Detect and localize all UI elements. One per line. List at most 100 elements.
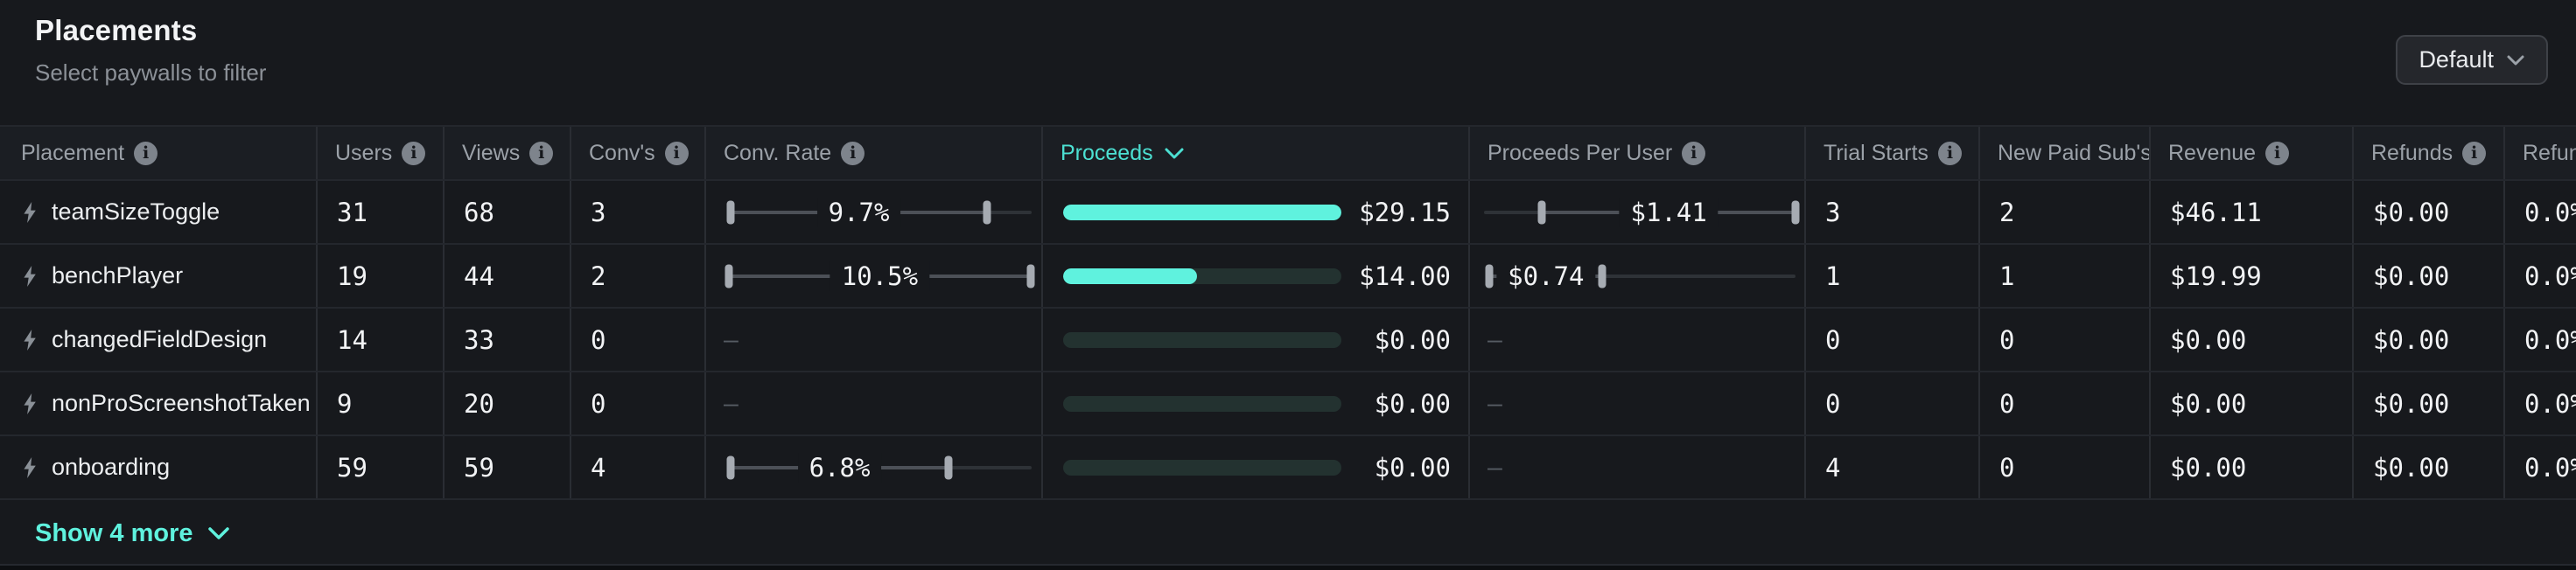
column-header-proceeds[interactable]: Proceeds bbox=[1043, 127, 1470, 179]
chevron-down-icon bbox=[2506, 54, 2525, 66]
refund-rate-value: 0.0% bbox=[2524, 261, 2576, 291]
empty-value-dash: – bbox=[724, 389, 738, 418]
column-header-users[interactable]: Users i bbox=[318, 127, 444, 179]
conv-rate-range-slider: 10.5% bbox=[720, 245, 1041, 307]
cell-new-paid-subs: 1 bbox=[1980, 245, 2151, 307]
revenue-value: $19.99 bbox=[2170, 261, 2262, 291]
cell-trial-starts: 3 bbox=[1806, 181, 1980, 243]
column-header-label: Conv's bbox=[589, 140, 655, 165]
info-icon[interactable]: i bbox=[2462, 141, 2487, 165]
convs-value: 0 bbox=[591, 324, 606, 355]
cell-new-paid-subs: 0 bbox=[1980, 309, 2151, 371]
views-value: 44 bbox=[464, 261, 494, 291]
conv-rate-range-slider-handle bbox=[726, 455, 735, 479]
new-paid-subs-value: 1 bbox=[1999, 261, 2015, 291]
cell-new-paid-subs: 0 bbox=[1980, 436, 2151, 498]
cell-proceeds-per-user: $0.74 bbox=[1470, 245, 1806, 307]
cell-trial-starts: 1 bbox=[1806, 245, 1980, 307]
refunds-value: $0.00 bbox=[2373, 261, 2450, 291]
conv-rate-range-slider-handle bbox=[983, 200, 991, 224]
column-header-label: Trial Starts bbox=[1824, 140, 1928, 165]
cell-trial-starts: 4 bbox=[1806, 436, 1980, 498]
trial-starts-value: 3 bbox=[1825, 197, 1841, 227]
placement-name: benchPlayer bbox=[52, 262, 184, 288]
convs-value: 3 bbox=[591, 197, 606, 227]
views-value: 68 bbox=[464, 197, 494, 227]
info-icon[interactable]: i bbox=[134, 141, 158, 165]
table-row[interactable]: nonProScreenshotTaken 9 20 0 – $0.00 – 0 0 $0.00 $… bbox=[0, 372, 2576, 436]
column-header-new-paid-sub-s[interactable]: New Paid Sub'si bbox=[1980, 127, 2151, 179]
column-header-label: Refund Rate bbox=[2523, 140, 2576, 165]
column-header-conv-s[interactable]: Conv's i bbox=[571, 127, 706, 179]
proceeds-bar-track bbox=[1063, 459, 1341, 476]
refunds-value: $0.00 bbox=[2373, 324, 2450, 355]
conv-rate-range-slider: 6.8% bbox=[720, 436, 1041, 498]
users-value: 9 bbox=[337, 388, 353, 419]
conv-rate-range-slider-value: 10.5% bbox=[830, 261, 930, 291]
cell-views: 68 bbox=[444, 181, 571, 243]
trial-starts-value: 4 bbox=[1825, 452, 1841, 483]
trial-starts-value: 0 bbox=[1825, 324, 1841, 355]
info-icon[interactable]: i bbox=[2265, 141, 2290, 165]
column-header-revenue[interactable]: Revenue i bbox=[2151, 127, 2354, 179]
cell-placement: onboarding bbox=[0, 436, 318, 498]
info-icon[interactable]: i bbox=[841, 141, 865, 165]
cell-convs: 3 bbox=[571, 181, 706, 243]
revenue-value: $0.00 bbox=[2170, 388, 2247, 419]
new-paid-subs-value: 0 bbox=[1999, 324, 2015, 355]
cell-proceeds-per-user: – bbox=[1470, 436, 1806, 498]
table-row[interactable]: teamSizeToggle 31 68 3 9.7% $29.15 $1.41 3 2 $46.… bbox=[0, 181, 2576, 245]
column-header-refunds[interactable]: Refunds i bbox=[2354, 127, 2505, 179]
column-header-conv-rate[interactable]: Conv. Rate i bbox=[706, 127, 1043, 179]
proceeds-per-user-range-slider-value: $1.41 bbox=[1619, 197, 1718, 227]
table-row[interactable]: changedFieldDesign 14 33 0 – $0.00 – 0 0 $0.00 $0.… bbox=[0, 309, 2576, 372]
column-header-label: Revenue bbox=[2168, 140, 2257, 165]
cell-refund-rate: 0.0% bbox=[2505, 436, 2576, 498]
proceeds-value: $0.00 bbox=[1374, 324, 1451, 355]
preset-dropdown-button[interactable]: Default bbox=[2396, 35, 2548, 85]
info-icon[interactable]: i bbox=[402, 141, 426, 165]
refund-rate-value: 0.0% bbox=[2524, 324, 2576, 355]
column-header-placement[interactable]: Placement i bbox=[0, 127, 318, 179]
info-icon[interactable]: i bbox=[1937, 141, 1962, 165]
table-row[interactable]: benchPlayer 19 44 2 10.5% $14.00 $0.74 1 1 $19.99… bbox=[0, 245, 2576, 309]
proceeds-bar-fill bbox=[1063, 204, 1341, 220]
revenue-value: $0.00 bbox=[2170, 452, 2247, 483]
conv-rate-range-slider-handle bbox=[944, 455, 953, 479]
proceeds-value: $14.00 bbox=[1359, 261, 1451, 291]
column-header-label: New Paid Sub's bbox=[1998, 140, 2151, 165]
placement-name: nonProScreenshotTaken bbox=[52, 390, 311, 416]
show-more-button[interactable]: Show 4 more bbox=[35, 516, 230, 551]
cell-proceeds-per-user: – bbox=[1470, 309, 1806, 371]
cell-convs: 0 bbox=[571, 309, 706, 371]
cell-revenue: $0.00 bbox=[2151, 372, 2354, 434]
placement-name: teamSizeToggle bbox=[52, 198, 220, 225]
cell-refund-rate: 0.0% bbox=[2505, 245, 2576, 307]
refund-rate-value: 0.0% bbox=[2524, 452, 2576, 483]
empty-value-dash: – bbox=[1488, 325, 1502, 354]
column-header-views[interactable]: Views i bbox=[444, 127, 571, 179]
column-header-label: Refunds bbox=[2371, 140, 2454, 165]
cell-views: 59 bbox=[444, 436, 571, 498]
show-more-label: Show 4 more bbox=[35, 518, 193, 547]
cell-revenue: $0.00 bbox=[2151, 309, 2354, 371]
table-header-row: Placement i Users i Views i Conv's i Conv. Rate i… bbox=[0, 127, 2576, 181]
table-row[interactable]: onboarding 59 59 4 6.8% $0.00 – 4 0 $0.00 $0.00 0.0… bbox=[0, 436, 2576, 500]
info-icon[interactable]: i bbox=[664, 141, 689, 165]
cell-refunds: $0.00 bbox=[2354, 245, 2505, 307]
cell-conv-rate: 9.7% bbox=[706, 181, 1043, 243]
cell-refunds: $0.00 bbox=[2354, 309, 2505, 371]
cell-conv-rate: – bbox=[706, 309, 1043, 371]
info-icon[interactable]: i bbox=[1682, 141, 1706, 165]
column-header-proceeds-per-user[interactable]: Proceeds Per User i bbox=[1470, 127, 1806, 179]
column-header-trial-starts[interactable]: Trial Starts i bbox=[1806, 127, 1980, 179]
info-icon[interactable]: i bbox=[529, 141, 554, 165]
revenue-value: $46.11 bbox=[2170, 197, 2262, 227]
proceeds-bar-track bbox=[1063, 204, 1341, 220]
column-header-label: Proceeds Per User bbox=[1488, 140, 1673, 165]
cell-convs: 4 bbox=[571, 436, 706, 498]
title-block: Placements Select paywalls to filter bbox=[35, 14, 266, 87]
proceeds-bar-track bbox=[1063, 395, 1341, 412]
column-header-label: Placement bbox=[21, 140, 125, 165]
